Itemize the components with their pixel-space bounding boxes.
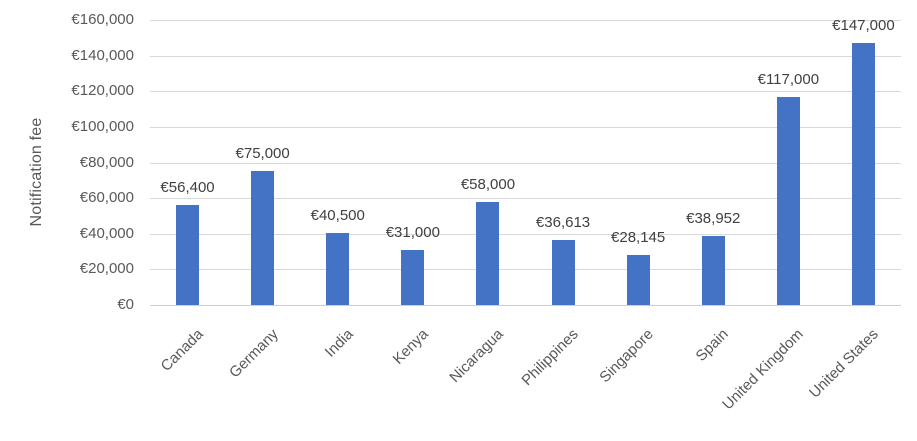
- bar-data-label: €58,000: [460, 175, 516, 193]
- bar: [476, 201, 500, 305]
- bar-data-label: €56,400: [160, 178, 215, 196]
- gridline: [150, 56, 901, 57]
- bar: [401, 249, 425, 305]
- gridline: [150, 127, 901, 128]
- bar: [251, 171, 275, 305]
- gridline: [150, 198, 901, 199]
- gridline: [150, 269, 901, 270]
- bar-data-label: €31,000: [385, 223, 440, 241]
- bar: [326, 232, 350, 305]
- y-tick-label: €0: [117, 296, 134, 313]
- y-tick-label: €120,000: [71, 82, 134, 99]
- gridline: [150, 163, 901, 164]
- bar-data-label: €75,000: [235, 145, 290, 163]
- bar: [626, 254, 650, 305]
- x-axis-line: [150, 305, 901, 306]
- bar: [551, 239, 575, 305]
- gridline: [150, 91, 901, 92]
- y-tick-label: €80,000: [79, 154, 134, 171]
- bar-data-label: €36,613: [535, 213, 591, 231]
- bar: [776, 96, 800, 305]
- bar: [176, 204, 200, 305]
- gridline: [150, 234, 901, 235]
- y-tick-label: €20,000: [79, 260, 134, 277]
- bar-data-label: €40,500: [310, 206, 365, 224]
- bar-data-label: €28,145: [611, 228, 666, 246]
- y-tick-label: €40,000: [79, 225, 134, 242]
- bar: [701, 235, 725, 305]
- bar: [851, 43, 875, 305]
- y-tick-label: €160,000: [71, 11, 134, 28]
- y-tick-label: €60,000: [79, 189, 134, 206]
- x-category-label: United States: [806, 325, 883, 402]
- bar-data-label: €38,952: [686, 209, 741, 227]
- bar-data-label: €117,000: [757, 70, 820, 88]
- y-tick-label: €140,000: [71, 47, 134, 64]
- bar-data-label: €147,000: [832, 17, 895, 35]
- y-tick-label: €100,000: [71, 118, 134, 135]
- gridline: [150, 20, 901, 21]
